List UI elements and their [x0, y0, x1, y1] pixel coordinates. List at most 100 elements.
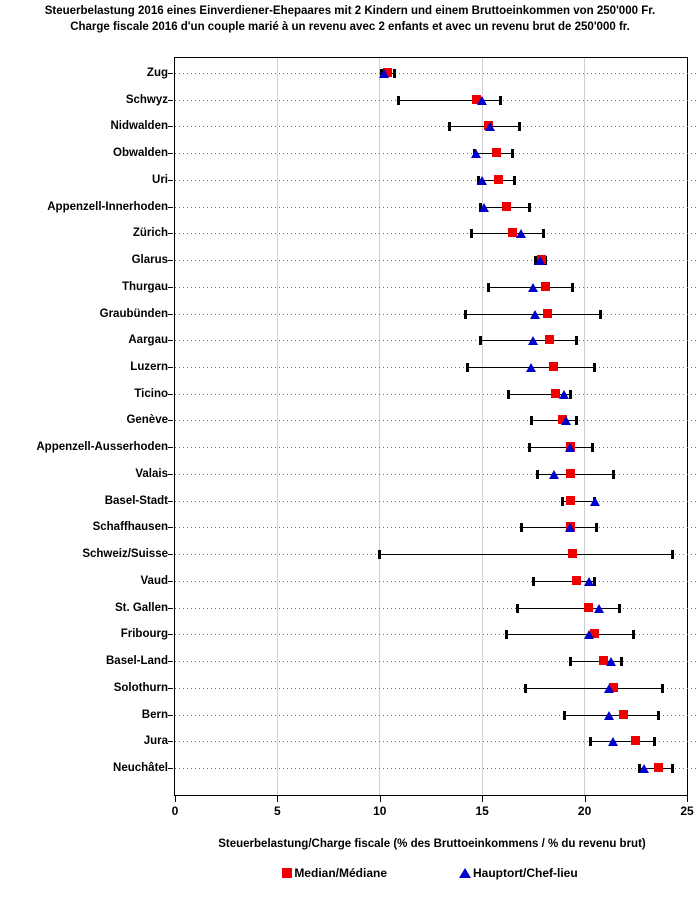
range-max-cap — [595, 523, 599, 533]
range-max-cap — [619, 657, 623, 667]
row-leader — [175, 607, 698, 609]
legend-item-median: Median/Médiane — [282, 866, 387, 880]
y-tick — [168, 206, 173, 208]
hauptort-marker — [528, 336, 539, 346]
hauptort-marker — [606, 657, 617, 667]
y-tick — [168, 447, 173, 449]
range-min-cap — [396, 95, 400, 105]
row-leader — [175, 260, 698, 262]
range-max-cap — [656, 710, 660, 720]
canton-label: Jura — [143, 735, 168, 748]
median-marker — [584, 602, 594, 612]
range-max-cap — [517, 122, 521, 132]
canton-label: Thurgau — [122, 280, 168, 293]
canton-label: Aargau — [128, 334, 168, 347]
range-max-cap — [593, 576, 597, 586]
range-min-cap — [568, 657, 572, 667]
y-tick — [168, 607, 173, 609]
row-leader — [175, 286, 698, 288]
canton-label: Neuchâtel — [113, 761, 168, 774]
range-max-cap — [591, 443, 595, 453]
median-marker — [653, 762, 663, 772]
hauptort-marker — [485, 122, 496, 132]
row-leader — [175, 527, 698, 529]
range-min-cap — [535, 469, 539, 479]
range-min-cap — [529, 416, 533, 426]
row-leader — [175, 767, 698, 769]
hauptort-marker — [477, 95, 488, 105]
range-max-cap — [671, 550, 675, 560]
range-min-cap — [562, 710, 566, 720]
row-leader — [175, 661, 698, 663]
row-leader — [175, 741, 698, 743]
range-bar — [508, 393, 571, 395]
row-leader — [175, 580, 698, 582]
range-max-cap — [660, 683, 664, 693]
range-min-cap — [470, 229, 474, 239]
range-max-cap — [599, 309, 603, 319]
range-max-cap — [499, 95, 503, 105]
range-max-cap — [574, 416, 578, 426]
median-marker — [549, 362, 559, 372]
canton-label: Basel-Stadt — [104, 494, 168, 507]
range-min-cap — [486, 282, 490, 292]
canton-label: Nidwalden — [110, 120, 168, 133]
canton-label: Schaffhausen — [92, 521, 168, 534]
row-leader — [175, 206, 698, 208]
row-leader — [175, 687, 698, 689]
canton-label: Zug — [146, 67, 168, 79]
y-tick — [168, 767, 173, 769]
gridline-20 — [584, 58, 586, 795]
range-max-cap — [568, 389, 572, 399]
x-tick-label-15: 15 — [475, 804, 489, 818]
x-tick-5 — [277, 795, 279, 802]
x-tick-label-25: 25 — [680, 804, 694, 818]
y-tick — [168, 153, 173, 155]
y-tick — [168, 313, 173, 315]
canton-label: Zürich — [132, 227, 168, 240]
range-min-cap — [527, 443, 531, 453]
x-tick-label-10: 10 — [373, 804, 387, 818]
canton-label: Fribourg — [120, 628, 168, 641]
range-max-cap — [511, 149, 515, 159]
x-tick-10 — [379, 795, 381, 802]
median-marker — [551, 388, 561, 398]
median-marker — [590, 629, 600, 639]
canton-label: Schwyz — [125, 93, 168, 106]
median-marker — [565, 468, 575, 478]
y-tick — [168, 527, 173, 529]
canton-label: Ticino — [134, 387, 168, 400]
canton-label: St. Gallen — [114, 601, 168, 614]
range-bar — [570, 661, 622, 663]
hauptort-marker — [565, 443, 576, 453]
range-min-cap — [464, 309, 468, 319]
canton-label: Solothurn — [113, 681, 168, 694]
x-tick-20 — [584, 795, 586, 802]
canton-label: Bern — [141, 708, 168, 721]
chart-title-line2: Charge fiscale 2016 d'un couple marié à … — [70, 21, 630, 33]
y-tick — [168, 233, 173, 235]
median-marker — [494, 174, 504, 184]
hauptort-marker — [589, 496, 600, 506]
range-min-cap — [505, 630, 509, 640]
range-bar — [471, 233, 544, 235]
canton-label: Schweiz/Suisse — [82, 548, 168, 561]
range-min-cap — [507, 389, 511, 399]
median-marker — [471, 94, 481, 104]
range-min-cap — [478, 336, 482, 346]
range-max-cap — [542, 229, 546, 239]
canton-label: Uri — [152, 173, 168, 186]
x-axis-title: Steuerbelastung/Charge fiscale (% des Br… — [218, 838, 646, 850]
canton-label: Appenzell-Innerhoden — [47, 200, 168, 213]
range-bar — [379, 554, 673, 556]
median-marker — [508, 228, 518, 238]
range-min-cap — [466, 363, 470, 373]
range-bar — [590, 741, 655, 743]
canton-label: Basel-Land — [106, 655, 168, 668]
range-max-cap — [617, 603, 621, 613]
gridline-15 — [481, 58, 483, 795]
plot-area — [174, 57, 698, 796]
range-min-cap — [531, 576, 535, 586]
y-tick — [168, 286, 173, 288]
